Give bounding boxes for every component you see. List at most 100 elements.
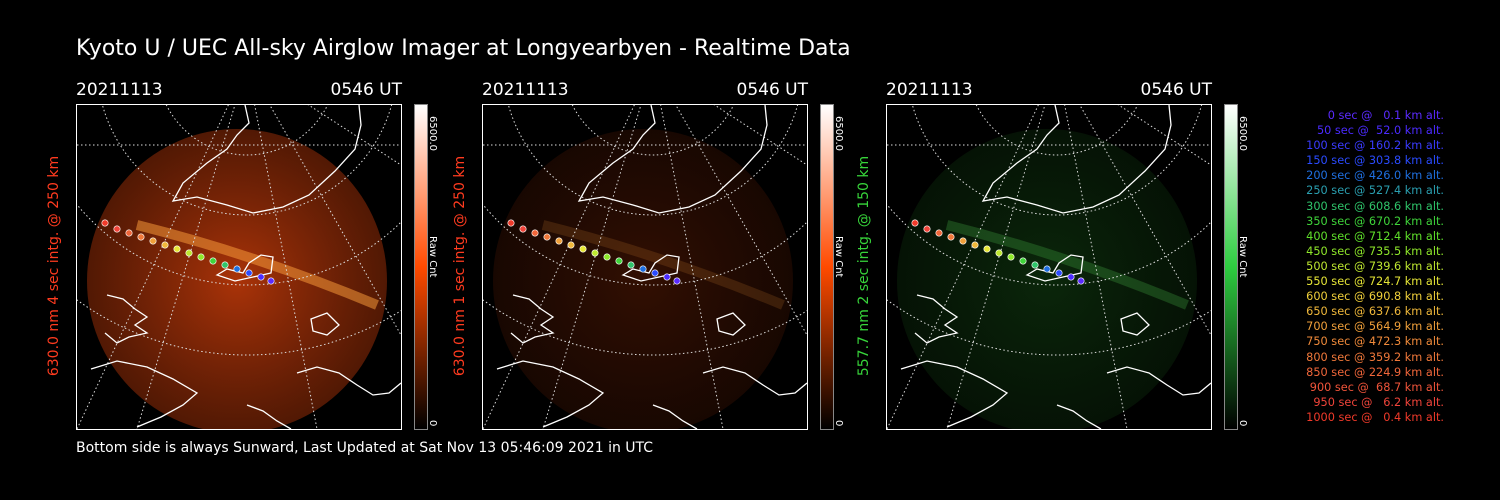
legend-row: 200 sec @ 426.0 km alt. [1306,169,1444,183]
trajectory-point [1067,273,1075,281]
trajectory-point [101,219,109,227]
legend-row: 650 sec @ 637.6 km alt. [1306,305,1444,319]
trajectory-point [173,245,181,253]
legend-row: 500 sec @ 739.6 km alt. [1306,259,1444,273]
coastline [1056,404,1102,429]
trajectory-point [1031,261,1039,269]
colorbar-unit: Raw Cnt [833,236,844,278]
panel-ylabel: 630.0 nm 1 sec intg. @ 250 km [452,155,468,377]
coastline [510,294,555,344]
aurora-band [945,220,1189,310]
image-panel-3: 20211113 0546 UT 557.7 nm 2 sec intg. @ … [856,80,1248,436]
trajectory-point [1077,277,1085,285]
trajectory-point [591,249,599,257]
allsky-image [482,104,808,430]
allsky-map [483,105,807,429]
colorbar [1224,104,1238,430]
coastline [702,366,807,396]
colorbar [414,104,428,430]
coastline [296,366,401,396]
legend-row: 600 sec @ 690.8 km alt. [1306,290,1444,304]
aurora-band [541,220,785,310]
footer-note: Bottom side is always Sunward, Last Upda… [76,440,654,456]
allsky-image [76,104,402,430]
trajectory-point [257,273,265,281]
legend-row: 750 sec @ 472.3 km alt. [1306,335,1444,349]
panel-date: 20211113 [482,80,569,100]
aurora-band [135,220,379,310]
coastline [900,360,1009,428]
coastline [577,105,768,214]
colorbar-max: 6500.0 [833,116,844,151]
page-title: Kyoto U / UEC All-sky Airglow Imager at … [76,36,851,61]
panel-time: 0546 UT [1140,80,1213,100]
colorbar-unit: Raw Cnt [427,236,438,278]
coastline [1120,312,1150,336]
legend-row: 850 sec @ 224.9 km alt. [1306,365,1444,379]
coastline [652,404,698,429]
legend-row: 700 sec @ 564.9 km alt. [1306,320,1444,334]
legend-row: 400 sec @ 712.4 km alt. [1306,229,1444,243]
colorbar-max: 6500.0 [427,116,438,151]
legend-row: 350 sec @ 670.2 km alt. [1306,214,1444,228]
allsky-map [77,105,401,429]
coastline [171,105,362,214]
trajectory-point [531,229,539,237]
trajectory-point [923,225,931,233]
panel-date: 20211113 [886,80,973,100]
trajectory-point [197,253,205,261]
legend-row: 250 sec @ 527.4 km alt. [1306,184,1444,198]
legend-row: 550 sec @ 724.7 km alt. [1306,275,1444,289]
trajectory-point [113,225,121,233]
sky-disk [87,129,387,429]
colorbar-unit: Raw Cnt [1237,236,1248,278]
coastline [104,294,149,344]
coastline [914,294,959,344]
legend-row: 150 sec @ 303.8 km alt. [1306,154,1444,168]
trajectory-point [959,237,967,245]
trajectory-point [267,277,275,285]
legend-row: 300 sec @ 608.6 km alt. [1306,199,1444,213]
colorbar-min: 0 [427,420,438,427]
panel-date: 20211113 [76,80,163,100]
trajectory-point [1055,269,1063,277]
colorbar-min: 0 [833,420,844,427]
coastline [496,360,605,428]
panel-ylabel: 557.7 nm 2 sec intg. @ 150 km [856,155,872,377]
trajectory-point [579,245,587,253]
allsky-map [887,105,1211,429]
trajectory-point [125,229,133,237]
trajectory-point [1043,265,1051,273]
trajectory-point [995,249,1003,257]
coastline [1106,366,1211,396]
trajectory-point [233,265,241,273]
trajectory-point [567,241,575,249]
coastline [90,360,199,428]
trajectory-point [911,219,919,227]
trajectory-point [507,219,515,227]
trajectory-point [555,237,563,245]
trajectory-point [209,257,217,265]
trajectory-point [615,257,623,265]
coastline [310,312,340,336]
trajectory-point [639,265,647,273]
trajectory-point [603,253,611,261]
legend-row: 0 sec @ 0.1 km alt. [1327,109,1444,122]
trajectory-point [221,261,229,269]
trajectory-point [971,241,979,249]
allsky-image [886,104,1212,430]
trajectory-point [149,237,157,245]
legend-row: 450 sec @ 735.5 km alt. [1306,244,1444,258]
trajectory-legend: 0 sec @ 0.1 km alt. 50 sec @ 52.0 km alt.… [1262,108,1444,425]
legend-row: 950 sec @ 6.2 km alt. [1313,395,1444,409]
trajectory-point [137,233,145,241]
coastline [981,105,1172,214]
legend-row: 100 sec @ 160.2 km alt. [1306,139,1444,153]
sky-disk [897,129,1197,429]
trajectory-point [245,269,253,277]
trajectory-point [543,233,551,241]
trajectory-point [947,233,955,241]
trajectory-point [1007,253,1015,261]
colorbar-min: 0 [1237,420,1248,427]
sky-disk [493,129,793,429]
